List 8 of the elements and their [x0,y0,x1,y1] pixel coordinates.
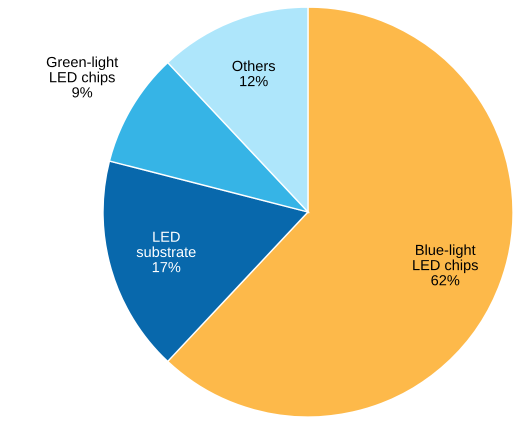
slice-label: LED substrate [136,232,196,258]
data-label: 17% [152,262,180,272]
data-label: 62% [431,275,460,286]
data-label: 12% [240,76,268,86]
slice-label: Green-light LED chips [46,56,118,86]
slice-label: Blue-light LED chips [413,244,478,274]
data-label: 9% [72,87,92,98]
slice-label: Others [232,60,276,72]
